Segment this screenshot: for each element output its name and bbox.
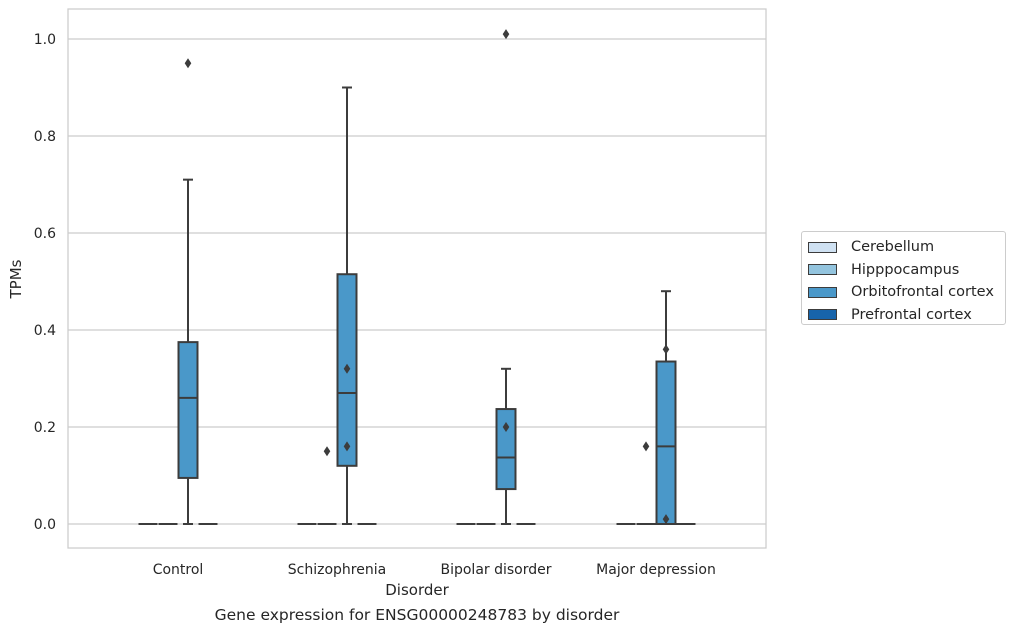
box-group [657,291,676,524]
legend-item-orbitofrontal-cortex: Orbitofrontal cortex [808,281,1005,304]
y-axis: 0.0 0.2 0.4 0.6 0.8 1.0 [34,32,56,533]
legend-swatch-hippocampus [808,264,837,275]
y-tick-label: 0.4 [34,323,56,339]
legend-label: Cerebellum [851,239,934,255]
outlier-point [324,446,331,456]
y-axis-label: TPMs [7,259,25,299]
legend-swatch-orbitofrontal-cortex [808,287,837,298]
box-group [497,29,516,524]
legend-item-prefrontal-cortex: Prefrontal cortex [808,304,1005,327]
y-tick-label: 0.6 [34,226,56,242]
y-tick-label: 1.0 [34,32,56,48]
box [657,362,676,524]
box-group [179,58,198,524]
y-tick-label: 0.8 [34,129,56,145]
legend-swatch-prefrontal-cortex [808,309,837,320]
legend-label: Hipppocampus [851,262,959,278]
box-group [637,441,656,524]
x-axis: Control Schizophrenia Bipolar disorder Majo… [153,562,716,578]
x-tick-label: Major depression [596,562,716,578]
legend-item-hippocampus: Hipppocampus [808,259,1005,282]
box-group [318,446,337,524]
box-group [338,88,357,525]
box [179,342,198,478]
x-tick-label: Schizophrenia [288,562,386,578]
outlier-point [503,29,510,39]
x-tick-label: Bipolar disorder [440,562,551,578]
y-tick-label: 0.0 [34,517,56,533]
legend-label: Prefrontal cortex [851,307,972,323]
box [497,409,516,489]
box-plot-area [139,29,696,524]
legend: Cerebellum Hipppocampus Orbitofrontal co… [801,231,1006,325]
legend-swatch-cerebellum [808,242,837,253]
chart-caption: Gene expression for ENSG00000248783 by d… [0,606,834,624]
legend-item-cerebellum: Cerebellum [808,236,1005,259]
y-tick-label: 0.2 [34,420,56,436]
outlier-point [185,58,192,68]
outlier-point [643,441,650,451]
legend-label: Orbitofrontal cortex [851,284,994,300]
x-axis-label: Disorder [385,581,449,599]
outlier-point [663,344,670,354]
x-tick-label: Control [153,562,204,578]
